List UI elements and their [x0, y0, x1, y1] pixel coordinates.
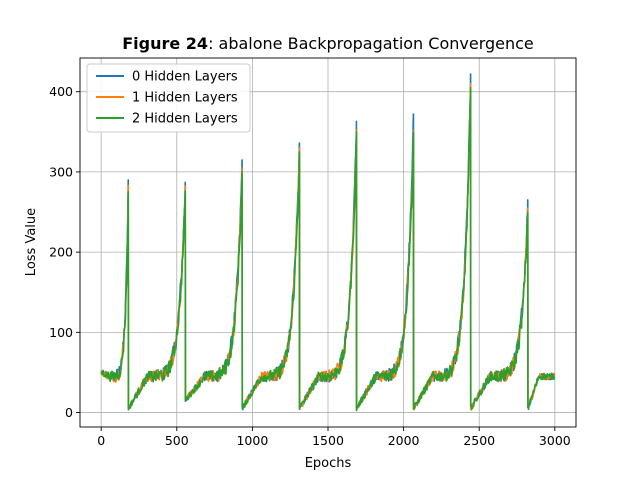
- series-line-2: [100, 86, 555, 412]
- y-tick-label: 100: [49, 325, 73, 340]
- x-tick-label: 2500: [463, 433, 495, 448]
- x-tick-label: 0: [97, 433, 105, 448]
- plot-frame: [79, 57, 577, 428]
- y-axis-label: Loss Value: [24, 208, 39, 276]
- x-tick-label: 1500: [312, 433, 344, 448]
- y-tick-label: 400: [49, 84, 73, 99]
- legend-label-2: 2 Hidden Layers: [132, 112, 238, 127]
- legend-label-0: 0 Hidden Layers: [132, 70, 238, 85]
- legend-label-1: 1 Hidden Layers: [132, 91, 238, 106]
- y-tick-label: 300: [49, 164, 73, 179]
- chart-title-bold: Figure 24: [122, 34, 208, 53]
- x-tick-label: 500: [165, 433, 189, 448]
- y-tick-label: 0: [65, 405, 73, 420]
- series-lines: [100, 73, 556, 412]
- x-axis-label: Epochs: [305, 456, 352, 471]
- chart-title-rest: : abalone Backpropagation Convergence: [208, 34, 534, 53]
- x-tick-label: 2000: [388, 433, 420, 448]
- x-tick-label: 1000: [236, 433, 268, 448]
- legend-box: [86, 63, 251, 133]
- chart-title: Figure 24: abalone Backpropagation Conve…: [122, 34, 534, 53]
- y-tick-label: 200: [49, 245, 73, 260]
- x-tick-label: 3000: [539, 433, 571, 448]
- legend: 0 Hidden Layers 1 Hidden Layers 2 Hidden L…: [86, 63, 251, 133]
- axes: 0 500 1000 1500 2000 2500 3000 0 100 200 300 400: [49, 57, 577, 448]
